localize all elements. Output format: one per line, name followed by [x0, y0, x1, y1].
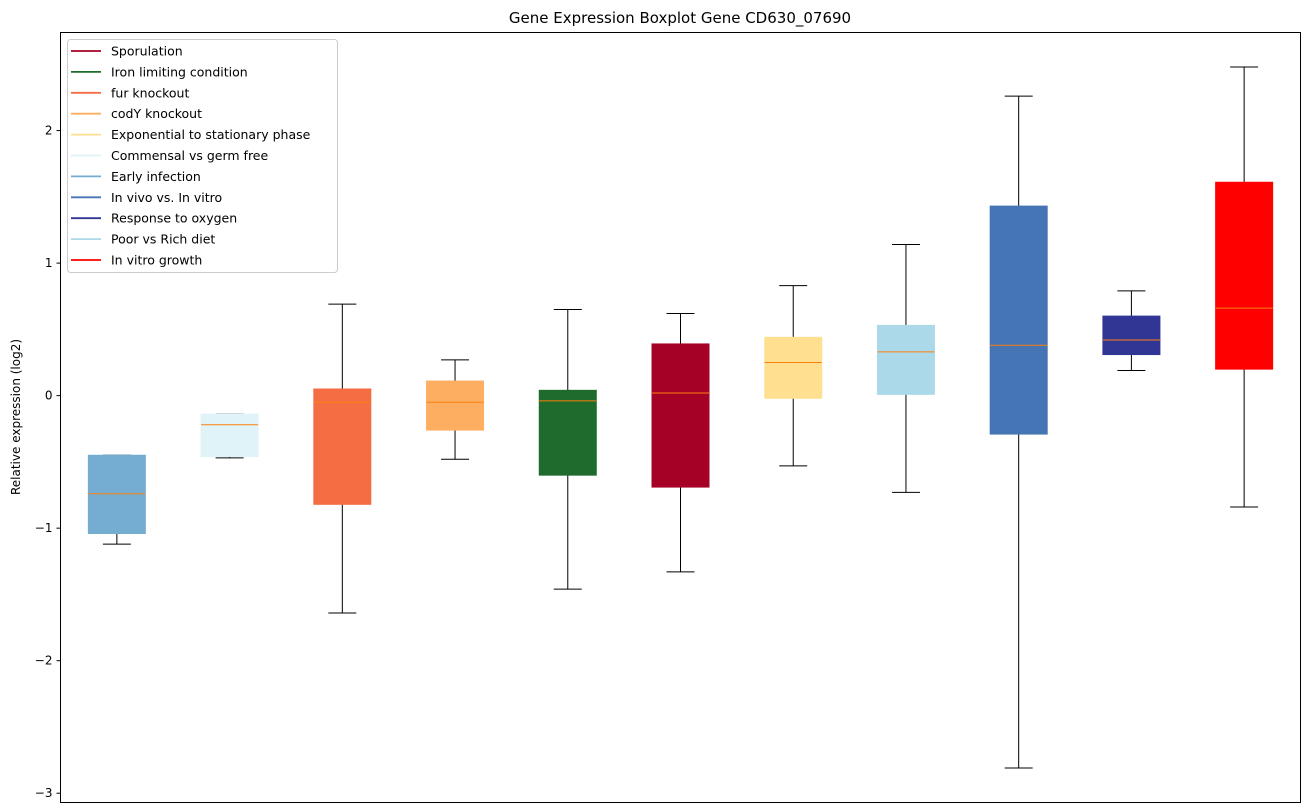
box-iqr [200, 413, 259, 458]
legend: Sporulation Iron limiting condition fur kn… [67, 39, 338, 273]
box-iron-limiting-condition [538, 308, 597, 590]
y-tick-label: −2 [35, 654, 53, 668]
box-iqr [989, 205, 1048, 435]
legend-label: Sporulation [111, 44, 183, 59]
box-iqr [538, 389, 597, 476]
chart-title: Gene Expression Boxplot Gene CD630_07690 [509, 9, 851, 28]
legend-label: Early infection [111, 169, 201, 184]
box-poor-vs-rich-diet [876, 244, 935, 493]
y-axis: −3 −2 −1 0 1 2 [35, 124, 61, 800]
box-cody-knockout [426, 359, 485, 460]
box-in-vivo-vs-in-vitro [989, 95, 1048, 769]
y-axis-label: Relative expression (log2) [9, 339, 23, 495]
box-commensal-vs-germ-free [200, 413, 259, 459]
legend-frame [67, 39, 338, 273]
box-iqr [87, 454, 146, 534]
box-exponential-to-stationary-phase [764, 285, 823, 467]
boxes-layer [87, 66, 1274, 769]
legend-label: Commensal vs germ free [111, 148, 268, 163]
box-iqr [876, 324, 935, 395]
box-iqr [764, 336, 823, 399]
y-tick-label: 1 [45, 256, 53, 270]
legend-label: fur knockout [111, 85, 189, 100]
box-iqr [426, 380, 485, 431]
box-iqr [651, 343, 710, 488]
box-response-to-oxygen [1102, 290, 1161, 371]
legend-label: In vivo vs. In vitro [111, 190, 222, 205]
y-tick-label: −1 [35, 521, 53, 535]
box-sporulation [651, 312, 710, 573]
legend-label: codY knockout [111, 106, 202, 121]
box-iqr [1215, 181, 1274, 370]
box-fur-knockout [313, 303, 372, 614]
legend-label: Exponential to stationary phase [111, 127, 311, 142]
box-early-infection [87, 454, 146, 545]
box-iqr [313, 388, 372, 505]
legend-label: In vitro growth [111, 253, 202, 268]
y-tick-label: 2 [45, 124, 53, 138]
legend-label: Response to oxygen [111, 211, 237, 226]
y-tick-label: 0 [45, 389, 53, 403]
plot-frame [60, 32, 1301, 803]
legend-label: Poor vs Rich diet [111, 232, 215, 247]
y-tick-label: −3 [35, 786, 53, 800]
legend-label: Iron limiting condition [111, 64, 248, 79]
box-iqr [1102, 315, 1161, 356]
box-in-vitro-growth [1215, 66, 1274, 508]
